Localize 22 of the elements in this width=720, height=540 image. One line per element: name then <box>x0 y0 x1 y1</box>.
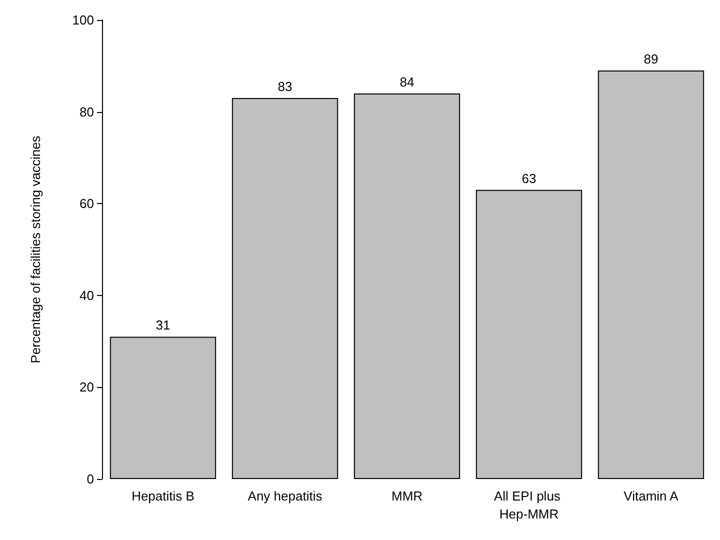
y-tick-label: 80 <box>80 104 94 120</box>
y-axis-title: Percentage of facilities storing vaccines <box>28 135 43 364</box>
bar <box>598 70 704 479</box>
bar <box>110 336 216 479</box>
data-label: 63 <box>522 170 536 186</box>
x-tick-label: Any hepatitis <box>248 488 323 504</box>
y-tick-label: 0 <box>86 472 94 486</box>
x-tick-label: MMR <box>391 488 423 504</box>
data-label: 84 <box>400 74 414 90</box>
bar <box>476 190 582 479</box>
bar <box>232 98 338 479</box>
y-tick-label: 20 <box>80 380 94 395</box>
data-label: 31 <box>156 318 170 333</box>
data-label: 83 <box>278 79 292 94</box>
x-tick-label: Vitamin A <box>624 488 679 504</box>
x-tick-label: All EPI plus Hep-MMR <box>494 488 564 522</box>
bar <box>354 93 460 479</box>
y-tick-label: 60 <box>80 196 94 212</box>
x-tick-label: Hepatitis B <box>132 488 194 504</box>
y-tick-label: 40 <box>80 288 94 303</box>
y-tick-label: 100 <box>72 12 94 28</box>
data-label: 89 <box>644 51 658 66</box>
